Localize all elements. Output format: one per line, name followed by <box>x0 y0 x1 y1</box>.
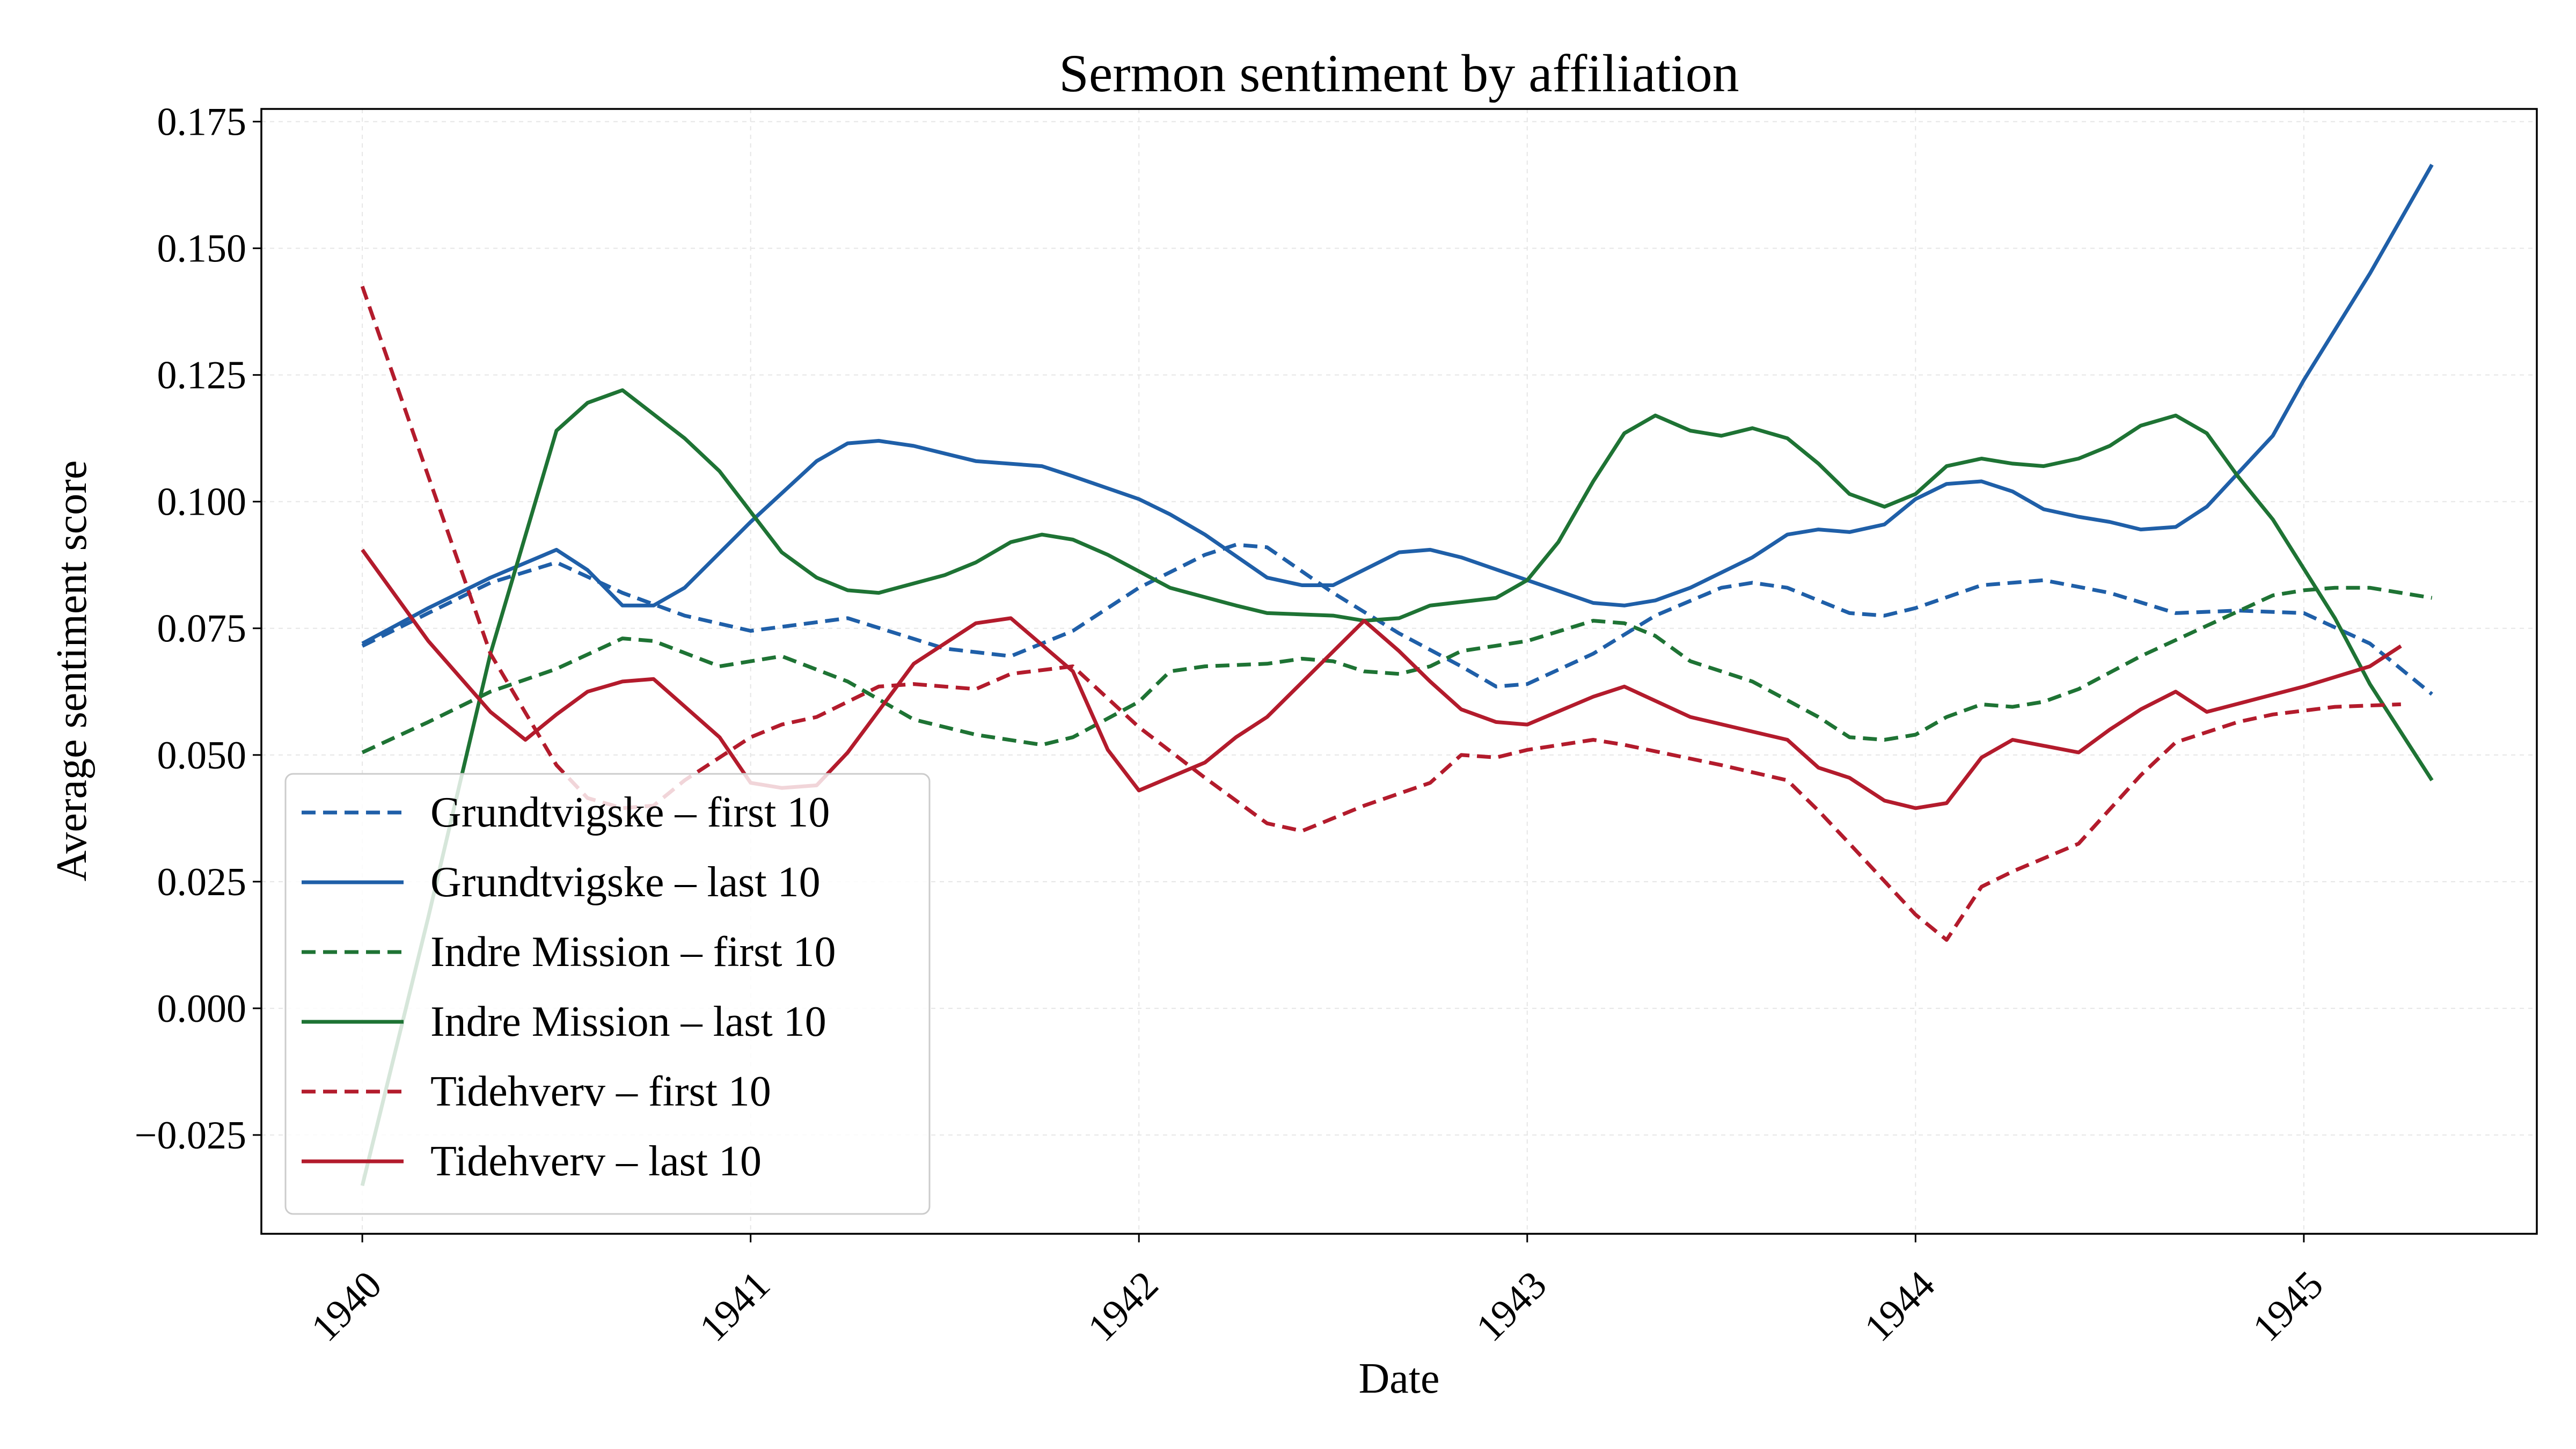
x-tick-label: 1940 <box>303 1263 391 1350</box>
x-tick-label: 1944 <box>1856 1263 1944 1350</box>
series-line-2 <box>361 586 2433 755</box>
legend: Grundtvigske – first 10 Grundtvigske – la… <box>284 773 931 1215</box>
x-tick-label: 1943 <box>1468 1263 1555 1350</box>
x-tick-label: 1941 <box>691 1263 779 1350</box>
legend-label-3: Indre Mission – last 10 <box>430 998 826 1045</box>
x-axis-label: Date <box>1358 1355 1439 1402</box>
x-tick-label: 1942 <box>1080 1263 1167 1350</box>
y-tick-label: 0.100 <box>157 480 247 524</box>
legend-label-1: Grundtvigske – last 10 <box>430 859 821 906</box>
legend-label-0: Grundtvigske – first 10 <box>430 789 830 836</box>
y-tick-label: 0.000 <box>157 987 247 1031</box>
legend-label-4: Tidehverv – first 10 <box>430 1068 771 1115</box>
y-tick-label: 0.075 <box>157 607 247 651</box>
y-tick-label: −0.025 <box>135 1114 246 1158</box>
y-tick-label: 0.175 <box>157 100 247 144</box>
legend-box <box>284 773 931 1215</box>
series-line-1 <box>361 164 2434 646</box>
chart-title: Sermon sentiment by affiliation <box>1059 43 1739 103</box>
y-axis: −0.025 0.000 0.025 0.050 0.075 0.100 0.125 0.15… <box>135 100 261 1158</box>
series-line-5 <box>361 548 2402 810</box>
plot-frame <box>260 108 2538 1235</box>
y-tick-label: 0.025 <box>157 860 247 904</box>
series-line-0 <box>361 543 2433 696</box>
y-tick-label: 0.125 <box>157 354 247 398</box>
y-tick-label: 0.050 <box>157 734 247 778</box>
legend-label-5: Tidehverv – last 10 <box>430 1138 762 1185</box>
legend-label-2: Indre Mission – first 10 <box>430 928 836 976</box>
y-axis-label: Average sentiment score <box>48 460 96 882</box>
series-line-3 <box>360 388 2434 1187</box>
y-tick-label: 0.150 <box>157 227 247 271</box>
x-axis: 1940 1941 1942 1943 1944 1945 <box>303 1234 2332 1350</box>
grid-lines <box>261 109 2537 1234</box>
x-tick-label: 1945 <box>2244 1263 2332 1350</box>
